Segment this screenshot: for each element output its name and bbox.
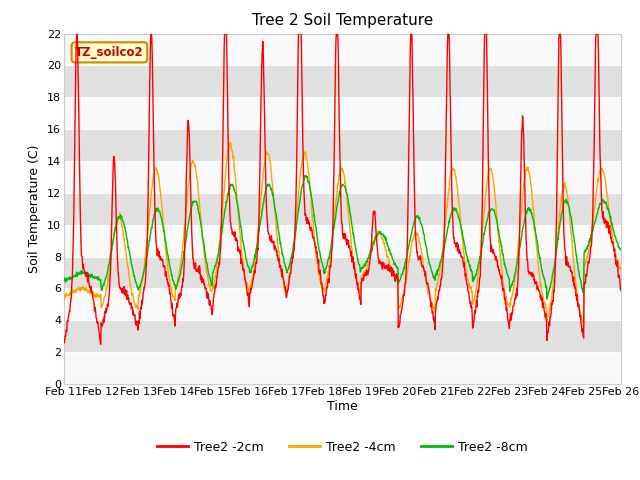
X-axis label: Time: Time (327, 399, 358, 412)
Bar (64, 257, 621, 288)
Y-axis label: Soil Temperature (C): Soil Temperature (C) (28, 144, 42, 273)
Bar (64, 97, 621, 129)
Bar (64, 34, 621, 65)
Text: TZ_soilco2: TZ_soilco2 (75, 46, 144, 59)
Bar (64, 193, 621, 225)
Bar (64, 352, 621, 384)
Title: Tree 2 Soil Temperature: Tree 2 Soil Temperature (252, 13, 433, 28)
Bar (64, 288, 621, 320)
Bar (64, 225, 621, 257)
Bar (64, 65, 621, 97)
Bar (64, 161, 621, 193)
Legend: Tree2 -2cm, Tree2 -4cm, Tree2 -8cm: Tree2 -2cm, Tree2 -4cm, Tree2 -8cm (152, 436, 533, 459)
Bar (64, 320, 621, 352)
Bar (64, 129, 621, 161)
